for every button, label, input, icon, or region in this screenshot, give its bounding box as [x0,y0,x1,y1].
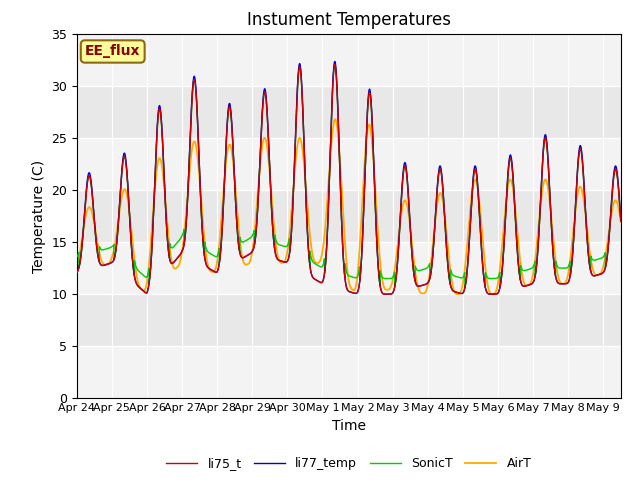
li77_temp [305,253,313,259]
SonicT [607,216,614,221]
AirT [73,264,81,270]
Bar [77,138,621,190]
SonicT [305,254,313,260]
Line: SonicT: SonicT [77,65,621,288]
li77_temp [489,291,497,297]
li77_temp [331,59,339,64]
AirT [617,219,625,225]
li75_t [548,232,556,238]
Line: li77_temp: li77_temp [77,61,621,294]
Title: Instument Temperatures: Instument Temperatures [247,11,451,29]
li77_temp [73,270,81,276]
li75_t [305,254,313,260]
AirT [135,282,143,288]
li75_t [331,62,339,68]
Legend: li75_t, li77_temp, SonicT, AirT: li75_t, li77_temp, SonicT, AirT [161,452,536,475]
Bar [77,242,621,294]
AirT [607,217,614,223]
AirT [548,220,556,226]
li75_t [73,270,81,276]
SonicT [135,268,143,274]
AirT [332,117,339,122]
SonicT [73,254,81,260]
SonicT [331,62,339,68]
Line: li75_t: li75_t [77,65,621,294]
li75_t [135,284,143,290]
Text: EE_flux: EE_flux [85,45,140,59]
SonicT [282,244,289,250]
li75_t [489,291,497,297]
Bar [77,346,621,398]
Bar [77,34,621,86]
li77_temp [135,284,143,290]
X-axis label: Time: Time [332,419,366,433]
SonicT [548,232,556,238]
AirT [167,255,175,261]
AirT [489,291,497,297]
li77_temp [617,217,625,223]
AirT [305,222,313,228]
Line: AirT: AirT [77,120,621,294]
SonicT [461,285,469,290]
AirT [282,257,289,263]
li75_t [167,260,175,266]
li77_temp [167,260,175,266]
Y-axis label: Temperature (C): Temperature (C) [31,159,45,273]
SonicT [617,218,625,224]
li77_temp [282,259,289,265]
li75_t [617,218,625,224]
SonicT [167,244,175,250]
li77_temp [548,231,556,237]
li75_t [282,259,289,265]
li77_temp [607,214,614,220]
li75_t [607,216,614,221]
